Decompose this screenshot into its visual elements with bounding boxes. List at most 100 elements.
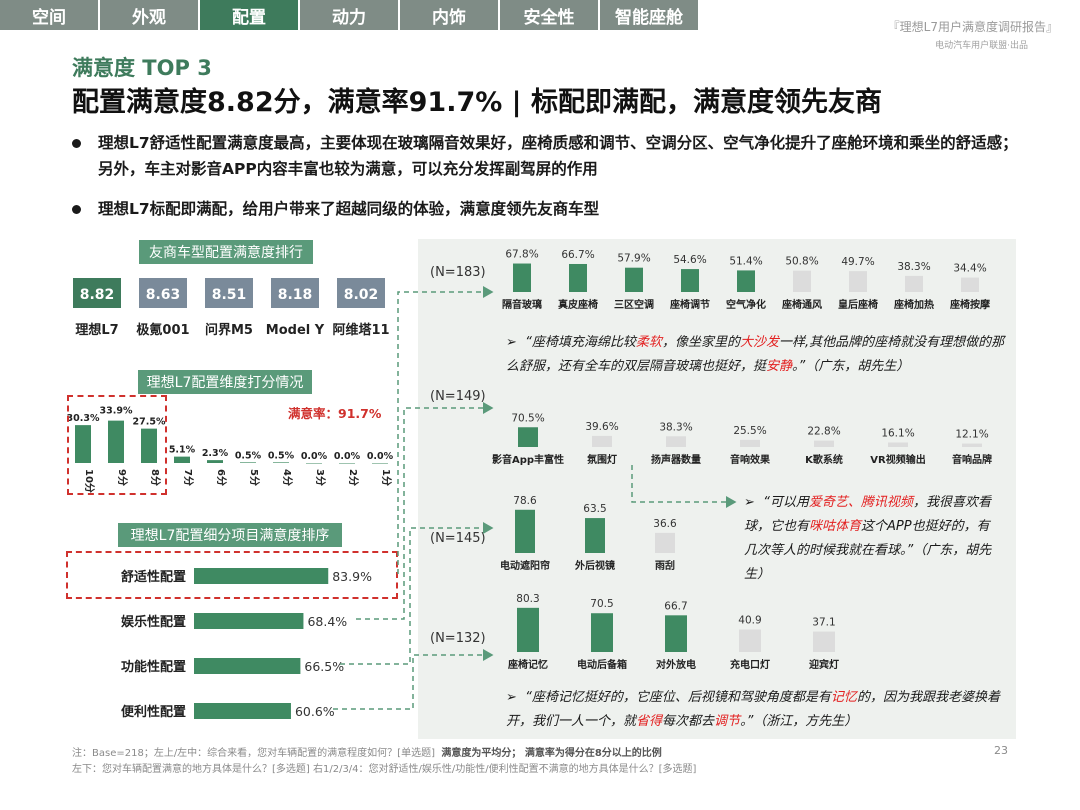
quote-highlight: 爱奇艺、腾讯视频 [808,495,913,510]
detail-bar [518,427,538,447]
dist-value-label: 5.1% [169,445,196,456]
detail-category-label: 氛围灯 [587,453,617,466]
dist-bar [372,463,388,464]
quote-text: ，我很喜欢看球，它也有 [744,495,991,534]
detail-bar [814,440,834,447]
detail-value-label: 66.7 [664,600,687,612]
detail-value-label: 57.9% [617,253,650,265]
detail-category-label: 音响品牌 [952,453,992,466]
detail-category-label: 外后视镜 [574,559,615,572]
rival-value: 8.02 [344,287,379,303]
nav-tab-6[interactable]: 智能座舱 [600,0,698,30]
quote-highlight: 记忆 [830,690,857,705]
rival-label: 问界M5 [205,322,253,338]
quote-arrow-icon: ➢ [744,495,755,510]
dist-bar [306,463,322,464]
items-section-title: 理想L7配置细分项目满意度排序 [118,523,342,547]
top-nav: 空间 外观 配置 动力 内饰 安全性 智能座舱 [0,0,700,30]
n-label: (N=132) [430,631,486,646]
detail-bar [813,631,835,652]
dist-bar [273,462,289,463]
nav-tab-1[interactable]: 外观 [100,0,198,30]
rival-bar [205,278,253,308]
dist-category-label: 3分 [314,469,327,486]
detail-value-label: 80.3 [516,593,539,605]
dist-value-label: 0.5% [235,450,262,461]
rival-label: 极氪001 [136,322,189,338]
dist-value-label: 0.0% [301,451,328,462]
quote-text: “可以用 [763,495,809,510]
dist-category-label: 2分 [347,469,360,486]
rival-bar [139,278,187,308]
footnote-1: 注：Base=218；左上/左中：综合来看，您对车辆配置的满意程度如何？[单选题… [72,744,662,759]
quote-highlight: 咪咕体育 [809,519,862,534]
dist-value-label: 0.5% [268,450,295,461]
detail-category-label: 座椅通风 [781,298,822,311]
nav-tab-4[interactable]: 内饰 [400,0,498,30]
detail-category-label: 座椅调节 [669,298,710,311]
detail-value-label: 50.8% [785,256,818,268]
detail-value-label: 63.5 [583,503,606,515]
dist-category-label: 5分 [248,469,261,486]
detail-category-label: 空气净化 [726,298,766,311]
quote-text: 。”（浙江，方先生） [740,714,858,729]
item-bar [194,703,291,719]
detail-value-label: 36.6 [653,518,677,530]
quote-entertainment: ➢ “可以用爱奇艺、腾讯视频，我很喜欢看球，它也有咪咕体育这个APP也挺好的，有… [744,491,994,587]
quote-highlight: 大沙发 [739,335,779,350]
nav-tab-3[interactable]: 动力 [300,0,398,30]
quote-text: “座椅记忆挺好的，它座位、后视镜和驾驶角度都是有 [525,690,831,705]
detail-category-label: 雨刮 [655,559,675,572]
dist-bar [339,463,355,464]
dist-value-label: 0.0% [367,451,394,462]
detail-value-label: 37.1 [812,617,835,629]
satisfaction-rate-label: 满意率：91.7% [288,406,382,421]
quote-highlight: 调节 [714,714,741,729]
detail-category-label: 音响效果 [730,453,771,466]
detail-value-label: 34.4% [953,263,986,275]
rival-value: 8.82 [80,287,115,303]
highlight-box-comfort [66,551,398,599]
quote-convenience: ➢ “座椅记忆挺好的，它座位、后视镜和驾驶角度都是有记忆的，因为我跟我老婆换着开… [506,686,1006,734]
footnote-2: 左下：您对车辆配置满意的地方具体是什么？[多选题] 右1/2/3/4：您对舒适性… [72,764,697,775]
item-value-label: 60.6% [295,704,335,719]
nav-tab-2[interactable]: 配置 [200,0,298,30]
detail-value-label: 22.8% [807,426,840,438]
detail-category-label: 电动遮阳帘 [500,559,550,572]
detail-bar [905,275,923,292]
bullet-dot [72,139,81,148]
item-bar [194,658,301,674]
score-distribution-chart: 30.3% 10分 33.9% 9分 27.5% 8分 5.1% 7分 2.3% 6分 0.5% 5分… [67,406,394,493]
detail-value-label: 70.5% [511,412,544,424]
nav-tab-5[interactable]: 安全性 [500,0,598,30]
quote-text: ，像坐家里的 [661,335,740,350]
report-subtitle: 电动汽车用户联盟·出品 [935,41,1028,51]
detail-bar [591,613,613,652]
quote-highlight: 柔软 [635,335,662,350]
dist-value-label: 27.5% [133,417,166,428]
detail-value-label: 40.9 [738,615,761,627]
detail-charts: (N=183) 67.8% 隔音玻璃 66.7% 真皮座椅 57.9% 三区空调 54.6% 座… [430,249,992,671]
detail-category-label: 迎宾灯 [809,658,839,671]
detail-bar [849,271,867,292]
item-label: 便利性配置 [121,704,186,720]
nav-tab-0[interactable]: 空间 [0,0,98,30]
detail-bar [585,518,605,553]
item-label: 舒适性配置 [121,569,186,585]
item-value-label: 66.5% [304,659,344,674]
page-title: 配置满意度8.82分，满意率91.7% | 标配即满配，满意度领先友商 [72,87,882,118]
quote-highlight: 省得 [636,714,663,729]
detail-bar [666,436,686,447]
dist-category-label: 10分 [83,469,96,493]
page-number: 23 [994,744,1008,757]
n-label: (N=149) [430,389,486,404]
detail-panel: (N=183) 67.8% 隔音玻璃 66.7% 真皮座椅 57.9% 三区空调 54.6% 座… [418,239,1016,739]
detail-category-label: 座椅按摩 [949,298,991,311]
detail-value-label: 25.5% [733,425,766,437]
detail-bar [737,270,755,292]
quote-comfort: ➢ “座椅填充海绵比较柔软，像坐家里的大沙发一样,其他品牌的座椅就没有理想做的那… [506,331,1006,379]
detail-category-label: 真皮座椅 [558,298,598,311]
bullet-text: 理想L7舒适性配置满意度最高，主要体现在玻璃隔音效果好，座椅质感和调节、空调分区… [98,134,1018,178]
detail-value-label: 49.7% [841,256,874,268]
rival-bar [337,278,385,308]
